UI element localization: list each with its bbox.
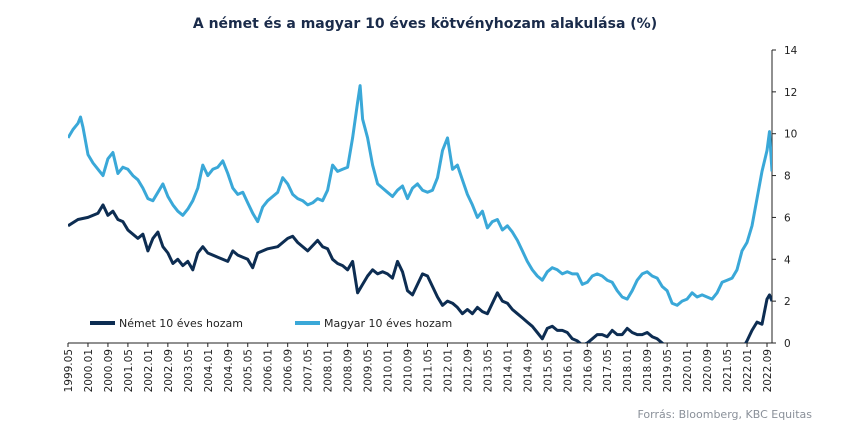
x-tick-label: 2004.09 bbox=[223, 349, 235, 392]
x-tick-label: 2000.09 bbox=[103, 349, 115, 392]
x-tick-label: 2008.09 bbox=[343, 349, 355, 392]
x-tick-label: 2014.01 bbox=[502, 349, 514, 392]
x-tick-label: 2001.05 bbox=[123, 349, 135, 392]
x-tick-label: 2011.05 bbox=[422, 349, 434, 392]
x-tick-label: 2018.01 bbox=[622, 349, 634, 392]
x-tick-label: 2019.05 bbox=[662, 349, 674, 392]
x-tick-label: 2021.05 bbox=[722, 349, 734, 392]
x-tick-label: 2020.09 bbox=[702, 349, 714, 392]
y-tick-label: 8 bbox=[784, 171, 791, 183]
y-tick-label: 2 bbox=[784, 296, 791, 308]
x-tick-label: 2004.01 bbox=[203, 349, 215, 392]
series-layer bbox=[68, 84, 772, 343]
x-tick-label: 2020.01 bbox=[682, 349, 694, 392]
x-tick-label: 2012.01 bbox=[442, 349, 454, 392]
y-tick-label: 0 bbox=[784, 338, 791, 350]
x-tick-label: 2008.01 bbox=[323, 349, 335, 392]
x-tick-label: 2009.05 bbox=[363, 349, 375, 392]
x-tick-label: 2003.05 bbox=[183, 349, 195, 392]
y-tick-label: 6 bbox=[784, 212, 791, 224]
x-tick-label: 2013.05 bbox=[482, 349, 494, 392]
x-tick-label: 2022.09 bbox=[762, 349, 774, 392]
x-tick-label: 2010.09 bbox=[403, 349, 415, 392]
x-tick-label: 2002.01 bbox=[143, 349, 155, 392]
x-tick-label: 2012.09 bbox=[462, 349, 474, 392]
axes-layer: 0 2 4 6 8 10 12 14 1999.05 2000.01 2000.09 2001.05 2… bbox=[63, 45, 798, 392]
legend: Német 10 éves hozam Magyar 10 éves hozam bbox=[90, 317, 452, 330]
x-tick-label: 2016.01 bbox=[562, 349, 574, 392]
y-tick-label: 12 bbox=[784, 87, 797, 99]
x-tick-label: 2007.05 bbox=[303, 349, 315, 392]
x-tick-label: 2006.01 bbox=[263, 349, 275, 392]
series-line-nemet bbox=[68, 203, 772, 343]
x-tick-label: 2015.05 bbox=[542, 349, 554, 392]
y-tick-label: 14 bbox=[784, 45, 798, 57]
x-tick-label: 1999.05 bbox=[63, 349, 75, 392]
series-line-magyar bbox=[68, 84, 772, 307]
x-tick-label: 2018.09 bbox=[642, 349, 654, 392]
x-tick-label: 2005.05 bbox=[243, 349, 255, 392]
x-tick-label: 2022.01 bbox=[742, 349, 754, 392]
x-tick-label: 2010.01 bbox=[383, 349, 395, 392]
x-tick-label: 2006.09 bbox=[283, 349, 295, 392]
legend-label-nemet: Német 10 éves hozam bbox=[119, 317, 243, 330]
x-tick-label: 2014.09 bbox=[522, 349, 534, 392]
x-tick-label: 2017.05 bbox=[602, 349, 614, 392]
chart-title: A német és a magyar 10 éves kötvényhozam… bbox=[192, 16, 658, 32]
x-tick-label: 2000.01 bbox=[83, 349, 95, 392]
y-tick-label: 4 bbox=[784, 254, 791, 266]
x-tick-label: 2002.09 bbox=[163, 349, 175, 392]
x-tick-label: 2016.09 bbox=[582, 349, 594, 392]
y-tick-label: 10 bbox=[784, 129, 797, 141]
legend-label-magyar: Magyar 10 éves hozam bbox=[324, 317, 452, 330]
source-note: Forrás: Bloomberg, KBC Equitas bbox=[637, 408, 812, 421]
